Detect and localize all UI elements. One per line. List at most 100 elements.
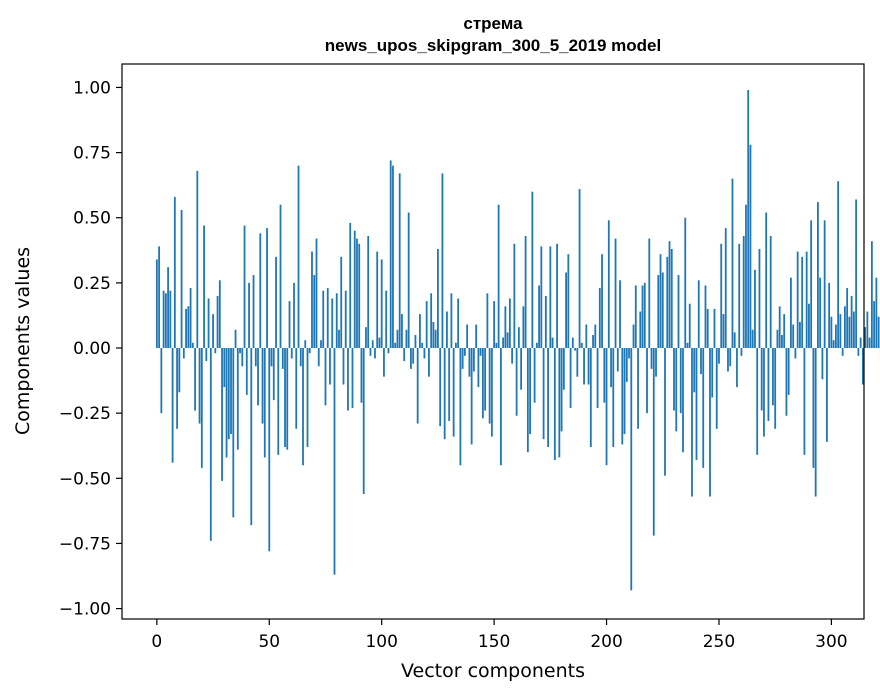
bar xyxy=(772,348,774,406)
bar xyxy=(801,256,804,349)
bar xyxy=(785,348,788,416)
bar xyxy=(236,348,239,450)
bar xyxy=(558,348,561,458)
chart-subtitle: news_upos_skipgram_300_5_2019 model xyxy=(325,36,661,55)
bar xyxy=(214,348,217,354)
bar xyxy=(765,212,768,349)
bar xyxy=(794,348,797,359)
x-tick-label: 200 xyxy=(590,632,622,652)
bar xyxy=(198,348,201,424)
bar xyxy=(302,348,304,466)
bar xyxy=(560,348,563,432)
y-axis-ticks: −1.00 −0.75 −0.50 −0.25 0.00 0.25 0.50 0.75 1.00 xyxy=(59,78,122,620)
bar xyxy=(437,249,439,349)
bar xyxy=(212,314,214,349)
bar xyxy=(866,311,869,349)
bar xyxy=(540,246,543,349)
bar xyxy=(225,348,228,458)
bar xyxy=(434,329,437,349)
y-tick-label: −0.25 xyxy=(59,404,111,424)
bar xyxy=(767,348,770,421)
bar xyxy=(814,348,817,497)
x-axis-label: Vector components xyxy=(401,660,585,682)
bar xyxy=(189,288,192,349)
bar xyxy=(261,348,264,424)
bar xyxy=(425,301,428,349)
bar xyxy=(171,348,174,463)
bar xyxy=(293,282,295,349)
bar xyxy=(643,282,646,349)
bar xyxy=(311,251,313,349)
bar xyxy=(335,293,338,349)
bar xyxy=(799,321,801,349)
bar xyxy=(792,324,795,349)
bar xyxy=(351,348,354,408)
bar xyxy=(392,165,394,349)
bar xyxy=(374,348,376,359)
bar xyxy=(488,348,491,424)
y-tick-label: −0.75 xyxy=(59,534,111,554)
bar xyxy=(513,243,516,349)
bar xyxy=(614,238,617,349)
bar xyxy=(452,348,455,437)
bar xyxy=(796,251,799,349)
bar xyxy=(194,348,196,411)
bar xyxy=(200,348,203,468)
bar xyxy=(522,306,525,349)
bar xyxy=(463,348,466,356)
bar xyxy=(515,348,518,416)
bar xyxy=(623,348,626,434)
bar xyxy=(616,348,619,372)
bar xyxy=(365,327,367,349)
bar xyxy=(855,199,858,349)
bar xyxy=(758,249,761,349)
bar xyxy=(508,298,511,349)
bar xyxy=(421,342,424,349)
bar xyxy=(576,348,579,377)
bar xyxy=(684,217,687,349)
bar xyxy=(466,324,469,349)
bar xyxy=(286,348,289,450)
bar xyxy=(605,348,608,466)
bar xyxy=(810,220,813,349)
bar xyxy=(805,251,808,349)
bar xyxy=(682,348,684,453)
bar xyxy=(601,254,603,349)
bar xyxy=(299,348,302,367)
bar xyxy=(850,295,853,349)
bar xyxy=(243,225,246,349)
bar xyxy=(756,348,759,455)
bar xyxy=(306,348,309,448)
y-tick-label: 1.00 xyxy=(73,78,111,98)
bar xyxy=(702,348,705,468)
bar xyxy=(450,293,453,349)
bar xyxy=(673,348,675,411)
bar xyxy=(722,314,725,349)
bar xyxy=(241,348,244,367)
bar xyxy=(315,238,318,349)
bar xyxy=(207,298,210,349)
y-tick-label: −0.50 xyxy=(59,469,111,489)
bar xyxy=(205,348,208,362)
bar xyxy=(819,277,822,349)
bar xyxy=(832,340,835,349)
bar xyxy=(250,348,253,526)
bar xyxy=(477,348,480,388)
bar xyxy=(230,348,232,434)
bar xyxy=(619,280,621,349)
bar xyxy=(317,348,320,367)
bar xyxy=(549,246,552,349)
bar xyxy=(861,348,864,385)
bar xyxy=(344,290,347,349)
bar xyxy=(268,348,271,552)
bar xyxy=(745,204,747,349)
bar xyxy=(583,348,585,385)
bar xyxy=(641,285,644,349)
bar xyxy=(448,348,451,421)
bar xyxy=(589,348,592,448)
bar xyxy=(295,348,298,429)
bar xyxy=(625,348,628,382)
bar xyxy=(686,342,689,349)
bar xyxy=(731,178,734,349)
bar xyxy=(398,173,401,349)
